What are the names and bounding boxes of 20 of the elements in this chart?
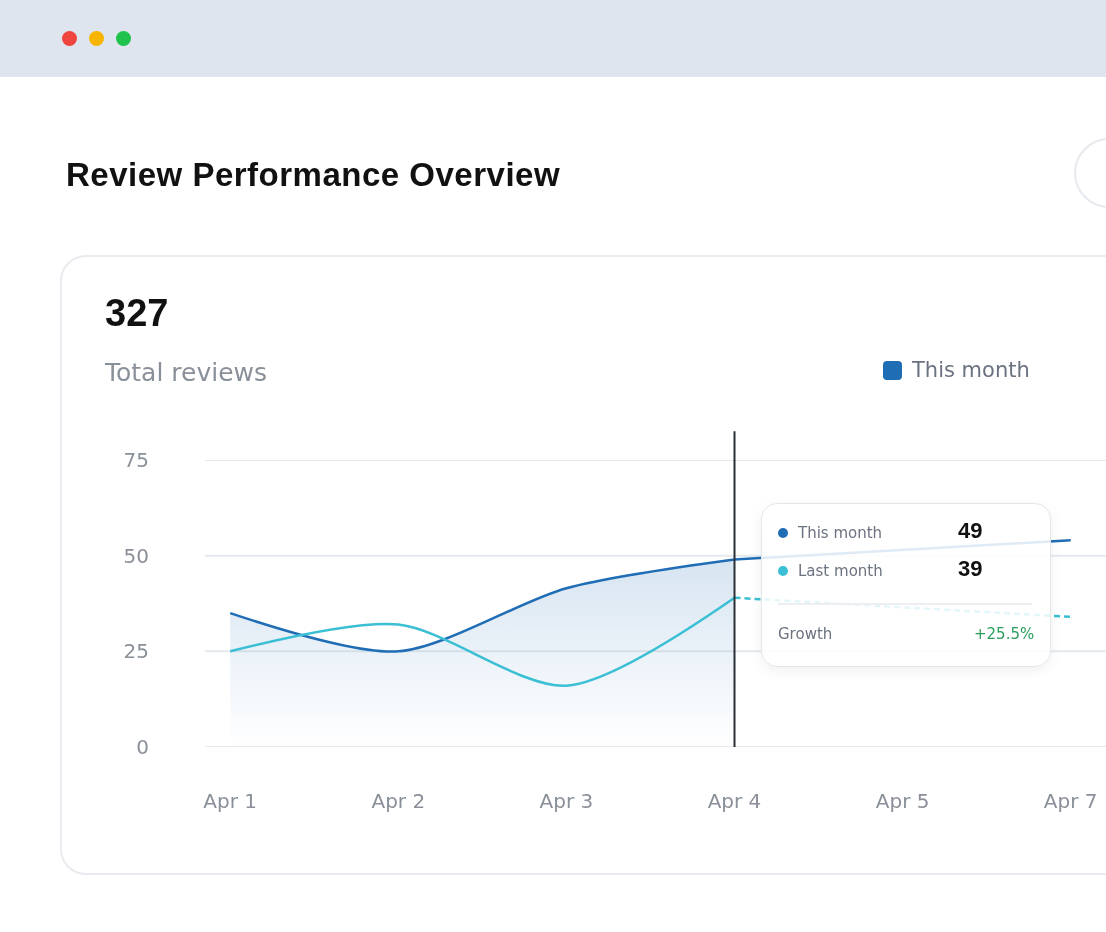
x-tick-label: Apr 2 [371,789,426,813]
x-tick-label: Apr 7 [1043,789,1098,813]
text: 327 [105,292,169,335]
y-tick-label: 75 [123,448,149,472]
x-tick-label: Apr 5 [875,789,930,813]
legend-label: Last month [798,562,883,580]
chart-title: Review Performance Overview [66,156,561,194]
x-tick-label: Apr 3 [539,789,594,813]
x-tick-label: Apr 1 [203,789,258,813]
legend-label: This month [798,524,883,542]
text: This month [912,358,1030,382]
annotation: Growth [778,625,833,643]
y-tick-label: 50 [123,543,149,568]
y-tick-label: 0 [136,735,149,759]
y-tick-label: 25 [123,639,149,664]
annotation: 49 [958,518,983,544]
annotation: +25.5% [974,625,1035,643]
text: Total reviews [105,358,268,387]
x-tick-label: Apr 4 [707,789,762,813]
annotation: 39 [958,556,983,582]
